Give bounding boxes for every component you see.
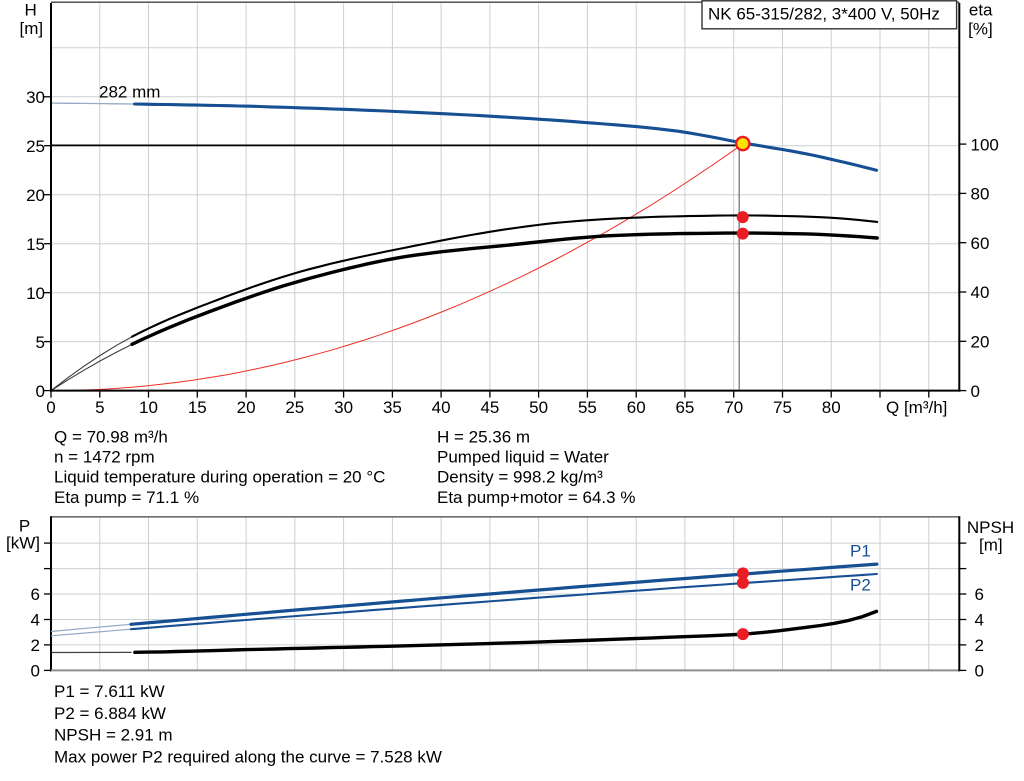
svg-text:P2 = 6.884 kW: P2 = 6.884 kW [54,704,166,723]
svg-text:2: 2 [975,636,984,655]
svg-text:NPSH: NPSH [967,518,1014,537]
svg-text:Max power P2 required along th: Max power P2 required along the curve = … [54,747,442,766]
svg-text:Pumped liquid = Water: Pumped liquid = Water [437,448,609,467]
svg-text:eta: eta [969,1,993,20]
svg-text:0: 0 [36,382,45,401]
svg-text:[kW]: [kW] [6,534,40,553]
svg-text:Eta pump+motor = 64.3 %: Eta pump+motor = 64.3 % [437,488,635,507]
svg-text:5: 5 [95,398,104,417]
svg-text:Q = 70.98 m³/h: Q = 70.98 m³/h [54,428,168,447]
svg-text:H = 25.36 m: H = 25.36 m [437,428,530,447]
svg-text:10: 10 [26,284,45,303]
svg-text:2: 2 [31,636,40,655]
svg-text:30: 30 [334,398,353,417]
svg-text:80: 80 [971,185,990,204]
svg-text:20: 20 [237,398,256,417]
svg-text:25: 25 [285,398,304,417]
svg-text:0: 0 [46,398,55,417]
svg-text:60: 60 [627,398,646,417]
svg-text:45: 45 [480,398,499,417]
svg-text:Liquid temperature during oper: Liquid temperature during operation = 20… [54,468,385,487]
svg-text:20: 20 [971,333,990,352]
svg-text:[%]: [%] [968,20,993,39]
svg-text:6: 6 [975,585,984,604]
svg-text:6: 6 [31,585,40,604]
svg-text:282 mm: 282 mm [99,83,160,102]
svg-text:10: 10 [139,398,158,417]
svg-text:25: 25 [26,137,45,156]
svg-text:40: 40 [971,283,990,302]
svg-text:75: 75 [773,398,792,417]
svg-text:0: 0 [31,662,40,681]
svg-text:Density = 998.2 kg/m³: Density = 998.2 kg/m³ [437,468,603,487]
svg-text:Q [m³/h]: Q [m³/h] [886,398,947,417]
svg-text:20: 20 [26,186,45,205]
svg-text:0: 0 [975,662,984,681]
svg-text:65: 65 [675,398,694,417]
svg-text:P: P [19,517,30,536]
svg-text:[m]: [m] [979,536,1003,555]
svg-text:Eta pump = 71.1 %: Eta pump = 71.1 % [54,488,199,507]
svg-text:0: 0 [971,382,980,401]
svg-text:35: 35 [383,398,402,417]
svg-text:55: 55 [578,398,597,417]
svg-text:[m]: [m] [19,19,43,38]
svg-text:15: 15 [26,235,45,254]
svg-text:NPSH = 2.91 m: NPSH = 2.91 m [54,726,173,745]
svg-text:50: 50 [529,398,548,417]
svg-text:60: 60 [971,234,990,253]
svg-text:P1: P1 [850,542,871,561]
svg-text:4: 4 [975,611,984,630]
svg-text:NK 65-315/282, 3*400 V, 50Hz: NK 65-315/282, 3*400 V, 50Hz [708,5,940,24]
svg-text:15: 15 [188,398,207,417]
svg-text:5: 5 [36,333,45,352]
svg-text:n = 1472 rpm: n = 1472 rpm [54,448,155,467]
svg-text:P1 = 7.611 kW: P1 = 7.611 kW [54,682,165,701]
svg-text:100: 100 [971,135,999,154]
svg-text:80: 80 [822,398,841,417]
svg-text:4: 4 [31,611,40,630]
svg-text:70: 70 [724,398,743,417]
svg-text:30: 30 [26,88,45,107]
svg-text:H: H [25,1,37,20]
svg-text:P2: P2 [850,576,871,595]
svg-text:40: 40 [432,398,451,417]
